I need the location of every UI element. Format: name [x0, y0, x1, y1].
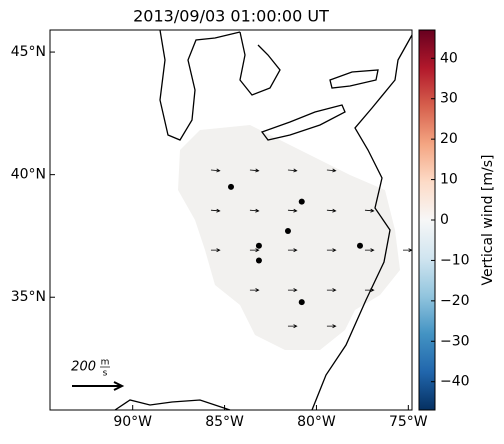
wind-vector	[326, 288, 337, 293]
wind-vector	[402, 248, 413, 253]
wind-vector	[364, 208, 375, 213]
wind-vector	[364, 248, 375, 253]
wind-vector	[210, 208, 221, 213]
wind-vector	[364, 288, 375, 293]
wind-vector	[287, 324, 298, 329]
colorbar-tick-label: −10	[440, 252, 470, 268]
wind-vector	[326, 208, 337, 213]
quiver-key-unit: m	[101, 358, 110, 368]
wind-vector	[287, 208, 298, 213]
colorbar-tick-label: −20	[440, 293, 470, 309]
colorbar-tick-label: 0	[440, 212, 449, 228]
station	[255, 257, 262, 264]
wind-vector	[249, 288, 260, 293]
wind-vector	[249, 208, 260, 213]
map-frame	[49, 29, 413, 411]
x-tick-label: 85°W	[205, 414, 244, 430]
colorbar-tick-label: 20	[440, 131, 458, 147]
station	[228, 183, 234, 190]
wind-vector	[326, 324, 337, 329]
colorbar-tick-label: −30	[440, 333, 470, 349]
colorbar-tick-label: −40	[440, 374, 470, 390]
wind-vector	[287, 248, 298, 253]
colorbar-tick-label: 30	[440, 91, 458, 107]
y-tick-label: 40°N	[11, 167, 46, 183]
y-tick-label: 45°N	[11, 44, 46, 60]
wind-vector	[287, 288, 298, 293]
wind-vector	[249, 168, 260, 173]
wind-vector	[287, 168, 298, 173]
station	[298, 198, 305, 205]
quiver-key-value: 200	[71, 360, 96, 375]
station	[356, 242, 363, 249]
wind-vector	[326, 168, 337, 173]
data-coverage	[178, 125, 400, 350]
quiver-key-arrow	[72, 381, 125, 391]
station	[255, 242, 262, 249]
coastlines	[114, 29, 413, 411]
station	[284, 228, 291, 235]
x-tick-label: 80°W	[297, 414, 336, 430]
x-tick-label: 75°W	[389, 414, 428, 430]
quiver-key-unit: s	[103, 369, 108, 379]
chart-title: 2013/09/03 01:00:00 UT	[133, 7, 329, 26]
wind-vector	[249, 248, 260, 253]
wind-vector	[326, 248, 337, 253]
x-tick-label: 90°W	[113, 414, 152, 430]
wind-vector	[210, 248, 221, 253]
colorbar-tick-label: 40	[440, 50, 458, 66]
y-tick-label: 35°N	[11, 289, 46, 305]
wind-vector	[210, 168, 221, 173]
colorbar-tick-label: 10	[440, 172, 458, 188]
colorbar-label: Vertical wind [m/s]	[480, 155, 496, 286]
station	[298, 299, 305, 306]
